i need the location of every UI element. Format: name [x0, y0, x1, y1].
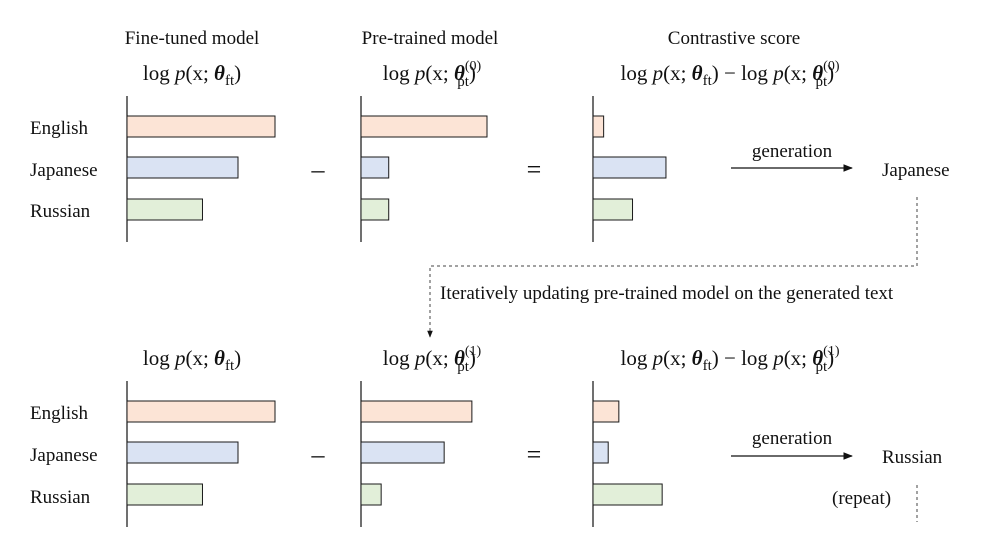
minus-operator-row1: – — [311, 155, 326, 184]
bar-pretrained-japanese-row2 — [360, 441, 445, 464]
equals-operator-row1: = — [527, 155, 542, 184]
bar-contrastive-russian-row2 — [592, 483, 663, 506]
bar-pretrained-english-row2 — [360, 400, 473, 423]
pretrained-column-title: Pre-trained model — [362, 28, 499, 49]
iterate-label: Iteratively updating pre-trained model o… — [440, 283, 894, 304]
formula-contrastive-row1: log p(x; θft) − log p(x; θ(0) pt) — [621, 59, 840, 90]
bar-pretrained-russian-row2 — [360, 483, 382, 506]
bar-contrastive-russian-row1 — [592, 198, 634, 221]
bar-finetuned-english-row1 — [126, 115, 276, 138]
feedback-dashed-arrow — [427, 197, 918, 338]
formula-pretrained-row2: log p(x; θ(1) pt) — [383, 344, 482, 375]
repeat-label: (repeat) — [832, 488, 891, 509]
label-russian-row2: Russian — [30, 487, 91, 508]
label-russian-row1: Russian — [30, 201, 91, 222]
minus-operator-row2: – — [311, 440, 326, 469]
bar-pretrained-english-row1 — [360, 115, 488, 138]
bar-contrastive-english-row2 — [592, 400, 620, 423]
bar-charts — [126, 96, 667, 527]
label-english-row1: English — [30, 118, 89, 139]
label-japanese-row1: Japanese — [30, 160, 98, 181]
bar-finetuned-english-row2 — [126, 400, 276, 423]
equals-operator-row2: = — [527, 440, 542, 469]
bar-finetuned-japanese-row1 — [126, 156, 239, 179]
bar-finetuned-russian-row1 — [126, 198, 203, 221]
bar-contrastive-english-row1 — [592, 115, 605, 138]
formula-contrastive-row2: log p(x; θft) − log p(x; θ(1) pt) — [621, 344, 840, 375]
formula-finetuned-row1: log p(x; θft) — [143, 61, 241, 89]
bar-finetuned-japanese-row2 — [126, 441, 239, 464]
bar-pretrained-japanese-row1 — [360, 156, 390, 179]
label-japanese-row2: Japanese — [30, 445, 98, 466]
generation-label-row2: generation — [752, 428, 833, 449]
bar-contrastive-japanese-row1 — [592, 156, 667, 179]
output-row1: Japanese — [882, 160, 950, 181]
contrastive-column-title: Contrastive score — [668, 28, 800, 49]
output-row2: Russian — [882, 447, 943, 468]
formula-finetuned-row2: log p(x; θft) — [143, 346, 241, 374]
bar-pretrained-russian-row1 — [360, 198, 390, 221]
label-english-row2: English — [30, 403, 89, 424]
generation-label-row1: generation — [752, 141, 833, 162]
bar-contrastive-japanese-row2 — [592, 441, 609, 464]
formula-pretrained-row1: log p(x; θ(0) pt) — [383, 59, 482, 90]
bar-finetuned-russian-row2 — [126, 483, 203, 506]
finetuned-column-title: Fine-tuned model — [125, 28, 260, 49]
